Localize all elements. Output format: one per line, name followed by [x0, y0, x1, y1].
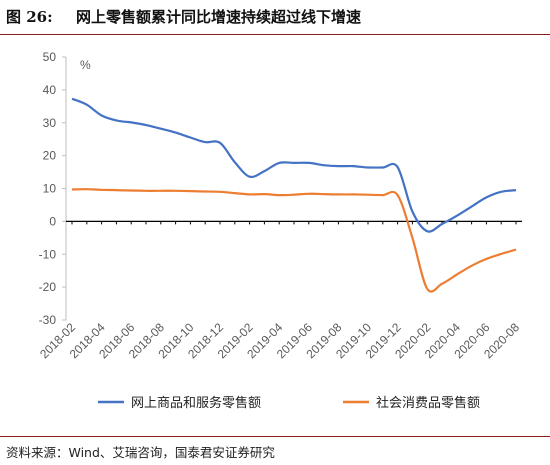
y-tick-label: 20 [43, 149, 57, 163]
figure-number: 图 26: [6, 8, 53, 26]
y-tick-label: 50 [43, 50, 57, 64]
y-tick-label: 40 [43, 83, 57, 97]
y-tick-label: -10 [39, 247, 57, 261]
series-line-total [71, 188, 517, 293]
y-tick-label: -20 [39, 280, 57, 294]
x-axis: 2018-022018-042018-062018-082018-102018-… [37, 220, 522, 361]
figure-title: 网上零售额累计同比增速持续超过线下增速 [76, 8, 362, 26]
y-tick-label: 30 [43, 116, 57, 130]
line-chart: % -30 -20 -10 0 10 20 30 40 50 2018-022018-04201… [37, 50, 522, 411]
y-tick-label: 10 [43, 182, 57, 196]
y-axis: -30 -20 -10 0 10 20 30 40 50 [39, 50, 67, 327]
legend-label-total: 社会消费品零售额 [376, 395, 480, 411]
figure-header: 图 26: 网上零售额累计同比增速持续超过线下增速 [0, 0, 550, 35]
series-line-online [71, 97, 517, 233]
y-unit-label: % [80, 58, 91, 72]
y-tick-label: 0 [49, 214, 56, 228]
legend: 网上商品和服务零售额 社会消费品零售额 [98, 395, 480, 411]
figure-footer: 资料来源：Wind、艾瑞咨询，国泰君安证券研究 [0, 436, 550, 465]
source-note: 资料来源：Wind、艾瑞咨询，国泰君安证券研究 [6, 445, 275, 460]
y-tick-label: -30 [39, 313, 57, 327]
legend-label-online: 网上商品和服务零售额 [131, 395, 261, 411]
series-lines [71, 97, 517, 293]
